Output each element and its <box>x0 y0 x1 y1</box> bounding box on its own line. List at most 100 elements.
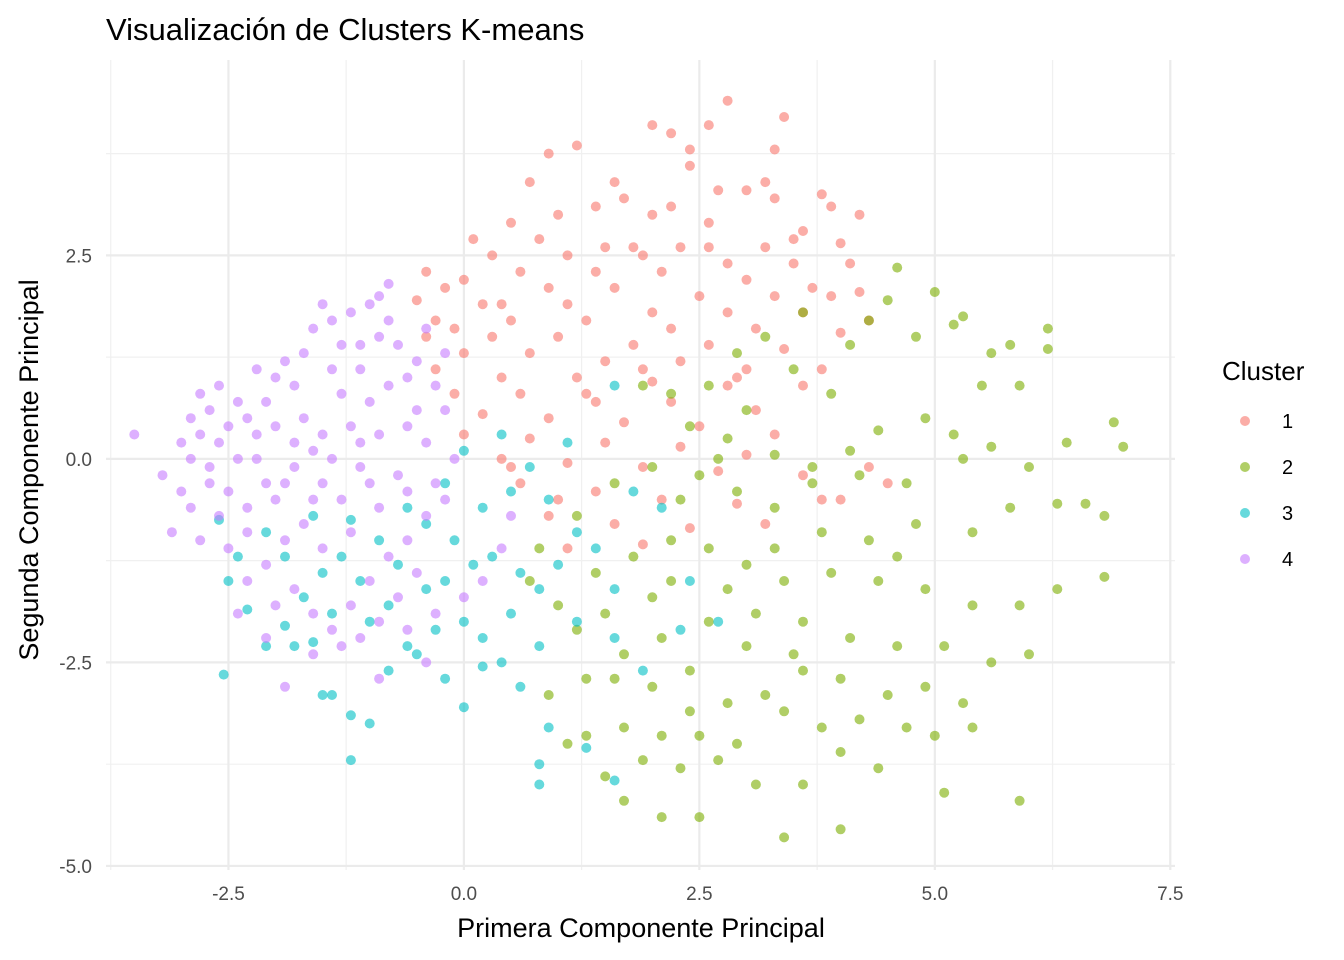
data-point <box>524 348 535 359</box>
data-point <box>336 641 347 652</box>
data-point <box>798 307 808 318</box>
data-point <box>506 462 516 472</box>
data-point <box>798 616 808 627</box>
data-point <box>204 478 215 489</box>
data-point <box>421 331 432 342</box>
data-point <box>703 616 714 627</box>
data-point <box>816 527 827 538</box>
data-point <box>845 633 856 643</box>
data-point <box>477 299 488 310</box>
y-tick-label: -2.5 <box>59 653 92 674</box>
data-point <box>788 364 799 375</box>
series-cluster-4 <box>129 278 516 692</box>
data-point <box>967 722 978 733</box>
data-point <box>713 185 724 196</box>
data-point <box>703 543 714 554</box>
data-point <box>468 559 479 570</box>
data-point <box>298 413 309 424</box>
y-axis-ticks: -5.0 -2.5 0.0 2.5 <box>59 246 92 878</box>
data-point <box>345 755 356 766</box>
data-point <box>543 413 554 424</box>
data-point <box>468 234 479 245</box>
data-point <box>411 649 422 660</box>
data-point <box>647 462 658 472</box>
data-point <box>515 567 526 578</box>
data-point <box>506 608 516 619</box>
data-point <box>543 722 554 733</box>
data-point <box>534 779 545 790</box>
data-point <box>355 576 366 586</box>
data-point <box>750 323 761 334</box>
data-point <box>166 527 177 538</box>
legend-label-2: 2 <box>1282 457 1293 479</box>
data-point <box>242 527 253 538</box>
data-point <box>609 519 620 529</box>
series-cluster-1 <box>411 95 893 554</box>
data-point <box>798 665 808 676</box>
data-point <box>590 266 601 277</box>
data-point <box>656 730 667 741</box>
data-point <box>308 445 319 456</box>
data-point <box>487 331 498 342</box>
data-point <box>487 250 498 261</box>
data-point <box>345 307 356 318</box>
data-point <box>553 600 564 611</box>
data-point <box>1108 417 1119 428</box>
data-point <box>345 421 356 432</box>
data-point <box>280 551 290 562</box>
data-point <box>609 478 620 489</box>
data-point <box>270 372 281 383</box>
data-point <box>364 576 375 586</box>
data-point <box>345 600 356 611</box>
data-point <box>534 641 545 652</box>
data-point <box>703 380 714 391</box>
data-point <box>609 380 620 391</box>
data-point <box>524 433 535 444</box>
data-point <box>411 405 422 416</box>
data-point <box>176 437 187 448</box>
data-point <box>835 494 846 505</box>
data-point <box>1052 584 1063 595</box>
legend-key-4 <box>1240 554 1250 564</box>
data-point <box>760 331 771 342</box>
data-point <box>798 779 808 790</box>
data-point <box>364 478 375 489</box>
data-point <box>656 633 667 643</box>
data-point <box>609 775 620 786</box>
data-point <box>920 413 931 424</box>
data-point <box>929 730 940 741</box>
data-point <box>515 266 526 277</box>
x-axis-ticks: -2.5 0.0 2.5 5.0 7.5 <box>212 884 1183 905</box>
data-point <box>600 608 611 619</box>
data-point <box>458 702 469 713</box>
data-point <box>769 543 780 554</box>
data-point <box>779 112 790 122</box>
data-point <box>732 372 742 383</box>
data-point <box>458 429 469 440</box>
data-point <box>750 405 761 416</box>
data-point <box>496 453 507 464</box>
data-point <box>986 657 997 668</box>
data-point <box>515 388 526 399</box>
data-point <box>534 759 545 770</box>
data-point <box>675 763 686 774</box>
data-point <box>675 624 686 635</box>
data-point <box>609 633 620 643</box>
data-point <box>769 291 780 302</box>
data-point <box>628 551 639 562</box>
data-point <box>628 486 639 497</box>
data-point <box>317 690 328 700</box>
data-point <box>270 600 281 611</box>
data-point <box>732 486 742 497</box>
data-point <box>355 633 366 643</box>
data-point <box>619 193 629 204</box>
data-point <box>195 429 206 440</box>
data-point <box>779 832 790 843</box>
data-point <box>600 437 611 448</box>
data-point <box>647 681 658 692</box>
data-point <box>214 380 224 391</box>
data-point <box>336 551 347 562</box>
data-point <box>637 665 648 676</box>
data-point <box>374 502 385 513</box>
